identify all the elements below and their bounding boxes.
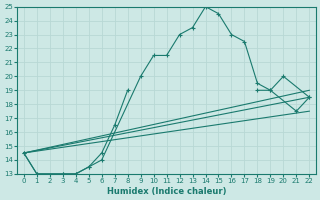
X-axis label: Humidex (Indice chaleur): Humidex (Indice chaleur) (107, 187, 226, 196)
